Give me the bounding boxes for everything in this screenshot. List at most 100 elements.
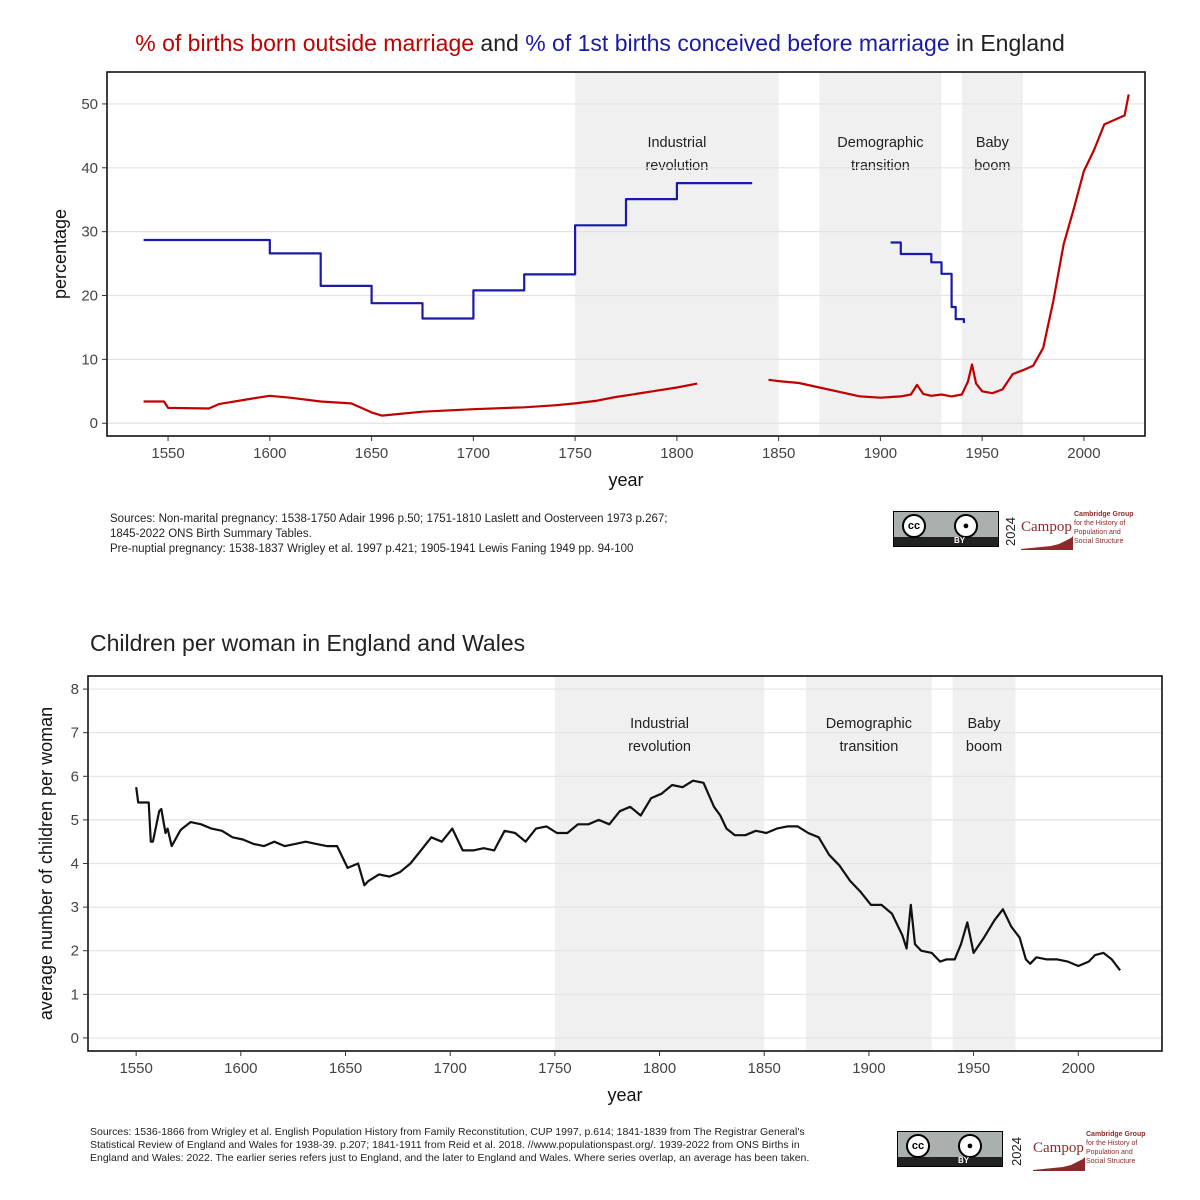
sources-bottom-line: England and Wales: 2022. The earlier ser… xyxy=(90,1152,810,1164)
chart-top-svg: Industrial revolution Demographic transitio… xyxy=(50,71,1146,490)
cc-by-badge: cc ● BY xyxy=(893,511,999,547)
campop-line: for the History of xyxy=(1074,520,1126,527)
sources-top-line: 1845-2022 ONS Birth Summary Tables. xyxy=(110,528,312,540)
y-tick-label: 6 xyxy=(71,768,79,785)
campop-line: Population and xyxy=(1074,529,1121,536)
x-tick-label: 1550 xyxy=(119,1060,152,1077)
y-tick-label: 30 xyxy=(81,224,98,241)
era-band-label: Demographic xyxy=(837,135,923,151)
x-tick-label: 2000 xyxy=(1062,1060,1095,1077)
y-axis-label: percentage xyxy=(50,209,70,299)
x-tick-label: 1900 xyxy=(864,445,897,462)
x-tick-label: 1850 xyxy=(748,1060,781,1077)
gridlines xyxy=(107,103,1145,424)
x-tick-label: 1650 xyxy=(329,1060,362,1077)
x-axis-label: year xyxy=(608,470,643,490)
era-band-label: Baby xyxy=(976,135,1010,151)
chart-title-top: % of births born outside marriage and % … xyxy=(0,30,1200,57)
x-tick-label: 1700 xyxy=(433,1060,466,1077)
badge-year: 2024 xyxy=(1003,517,1018,546)
era-band-label: Industrial xyxy=(630,716,689,732)
x-tick-label: 1950 xyxy=(957,1060,990,1077)
license-badge-top: cc ● BY 2024 Campop Cambridge Group for … xyxy=(893,510,1153,550)
x-tick-label: 2000 xyxy=(1067,445,1100,462)
x-tick-label: 1550 xyxy=(151,445,184,462)
cc-by-badge: cc ● BY xyxy=(897,1131,1003,1167)
era-band-label: revolution xyxy=(628,739,691,755)
era-band-label: Industrial xyxy=(647,135,706,151)
era-band-label: Demographic xyxy=(826,716,912,732)
x-tick-label: 1700 xyxy=(457,445,490,462)
era-band-label: Baby xyxy=(968,716,1002,732)
sources-top: Sources: Non-marital pregnancy: 1538-175… xyxy=(110,512,668,557)
gridlines xyxy=(88,688,1162,1039)
title-part-in-england: in England xyxy=(949,30,1065,56)
sources-bottom-line: Statistical Review of England and Wales … xyxy=(90,1139,800,1151)
era-band-label: transition xyxy=(851,158,910,174)
series-line xyxy=(890,241,965,323)
era-band-label: revolution xyxy=(645,158,708,174)
era-band-label: boom xyxy=(966,739,1002,755)
x-axis-label: year xyxy=(607,1085,642,1105)
campop-logo-text: Campop xyxy=(1033,1140,1084,1156)
series-line xyxy=(135,779,1121,971)
era-band-label: transition xyxy=(839,739,898,755)
sources-bottom-line: Sources: 1536-1866 from Wrigley et al. E… xyxy=(90,1126,805,1138)
title-part-births-outside-marriage: % of births born outside marriage xyxy=(135,30,475,56)
x-tick-label: 1600 xyxy=(224,1060,257,1077)
series-0 xyxy=(143,182,965,323)
campop-logo-curve xyxy=(1021,536,1073,550)
chart-bottom-svg: Industrial revolution Demographic transitio… xyxy=(36,675,1163,1105)
campop-logo-text: Campop xyxy=(1021,519,1072,535)
chart-title-bottom: Children per woman in England and Wales xyxy=(90,630,526,656)
cc-icon: cc xyxy=(902,514,926,538)
axes: 1550 1600 1650 1700 1750 1800 1850 1900 1950 2000… xyxy=(36,681,1095,1105)
series-1 xyxy=(143,94,1130,417)
x-tick-label: 1850 xyxy=(762,445,795,462)
x-tick-label: 1800 xyxy=(660,445,693,462)
series-line xyxy=(143,182,753,320)
y-tick-label: 4 xyxy=(71,856,79,873)
series-line xyxy=(143,382,698,417)
axes: 1550 1600 1650 1700 1750 1800 1850 1900 1950 2000… xyxy=(50,96,1101,490)
campop-line: for the History of xyxy=(1086,1140,1138,1147)
title-part-and: and xyxy=(474,30,526,56)
y-tick-label: 10 xyxy=(81,351,98,368)
x-tick-label: 1750 xyxy=(558,445,591,462)
title-part-first-births-conceived: % of 1st births conceived before marriag… xyxy=(525,30,950,56)
cc-icon: cc xyxy=(906,1134,930,1158)
campop-line: Cambridge Group xyxy=(1074,511,1134,518)
x-tick-label: 1650 xyxy=(355,445,388,462)
chart-panel-bottom: Children per woman in England and Wales … xyxy=(0,600,1200,1200)
campop-logo-curve xyxy=(1033,1157,1085,1171)
era-bands: Industrial revolution Demographic transitio… xyxy=(575,72,1023,436)
chart-panel-top: % of births born outside marriage and % … xyxy=(0,0,1200,590)
person-icon: ● xyxy=(954,514,978,538)
y-tick-label: 40 xyxy=(81,160,98,177)
by-label: BY xyxy=(958,1156,970,1165)
y-tick-label: 5 xyxy=(71,812,79,829)
y-tick-label: 2 xyxy=(71,943,79,960)
y-tick-label: 7 xyxy=(71,725,79,742)
x-tick-label: 1800 xyxy=(643,1060,676,1077)
sources-top-line: Sources: Non-marital pregnancy: 1538-175… xyxy=(110,513,668,525)
sources-top-line: Pre-nuptial pregnancy: 1538-1837 Wrigley… xyxy=(110,543,634,555)
y-axis-label: average number of children per woman xyxy=(36,707,56,1020)
campop-subtitle: Cambridge Group for the History of Popul… xyxy=(1074,510,1154,546)
y-tick-label: 3 xyxy=(71,899,79,916)
campop-line: Social Structure xyxy=(1074,538,1124,545)
x-tick-label: 1950 xyxy=(965,445,998,462)
y-tick-label: 0 xyxy=(71,1030,79,1047)
campop-line: Population and xyxy=(1086,1149,1133,1156)
person-icon: ● xyxy=(958,1134,982,1158)
era-band-label: boom xyxy=(974,158,1010,174)
campop-subtitle: Cambridge Group for the History of Popul… xyxy=(1086,1130,1166,1166)
campop-line: Cambridge Group xyxy=(1086,1131,1146,1138)
series-line xyxy=(768,94,1130,399)
x-tick-label: 1750 xyxy=(538,1060,571,1077)
y-tick-label: 8 xyxy=(71,681,79,698)
x-tick-label: 1600 xyxy=(253,445,286,462)
era-band xyxy=(575,72,779,436)
era-band xyxy=(961,72,1023,436)
campop-line: Social Structure xyxy=(1086,1158,1136,1165)
